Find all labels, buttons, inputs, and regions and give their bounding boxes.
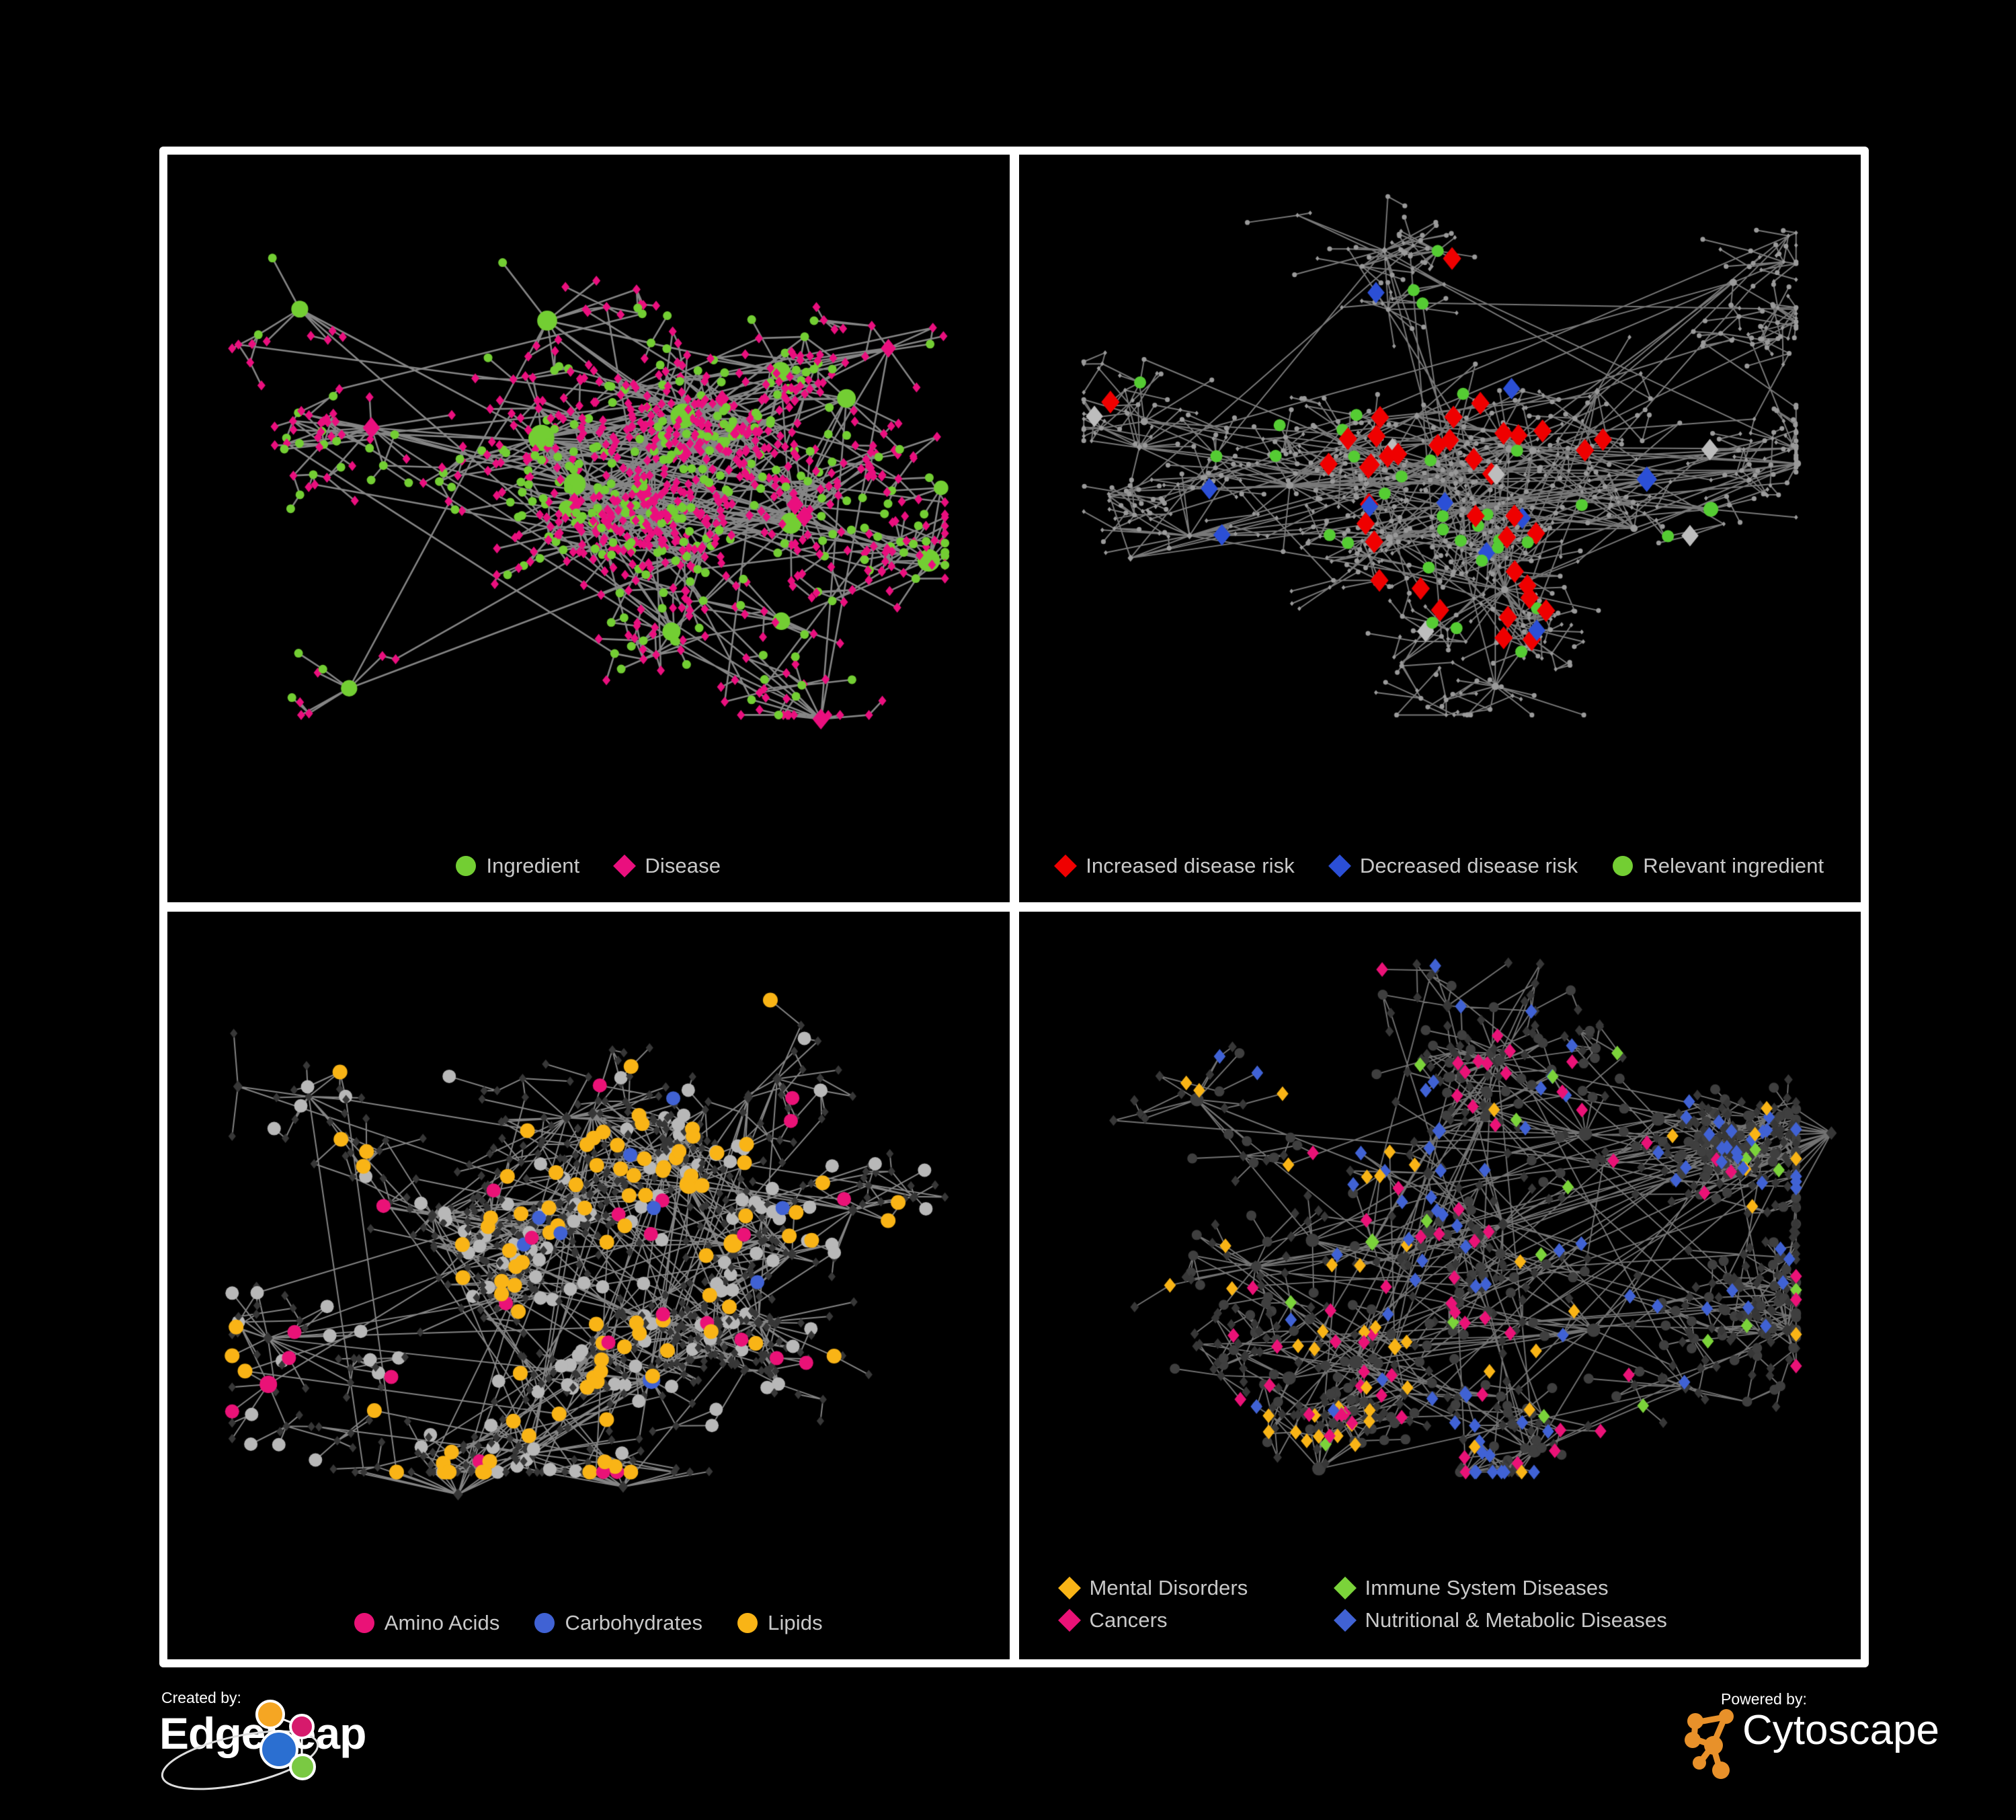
figure-frame: Ingredient Disease Increased disease ris…: [159, 147, 1869, 1667]
network-graph-canvas-1[interactable]: [167, 155, 1010, 902]
network-graph-canvas-3[interactable]: [167, 912, 1010, 1659]
created-by-label: Created by:: [161, 1689, 241, 1706]
panel-ingredient-disease-network[interactable]: Ingredient Disease: [167, 155, 1010, 902]
footer: Created by: EdgeLeap Powered by: Cytosca…: [0, 1667, 2016, 1820]
cytoscape-logo[interactable]: Powered by: Cytoscape: [1681, 1689, 1963, 1803]
edgeleap-wordmark: EdgeLeap: [159, 1708, 366, 1758]
network-graph-canvas-2[interactable]: [1018, 155, 1861, 902]
panel-disease-risk-network[interactable]: Increased disease risk Decreased disease…: [1018, 155, 1861, 902]
panel-ingredient-class-network[interactable]: Amino Acids Carbohydrates Lipids: [167, 912, 1010, 1659]
cytoscape-wordmark: Cytoscape: [1742, 1707, 1939, 1753]
edgeleap-logo[interactable]: Created by: EdgeLeap: [159, 1688, 509, 1809]
panel-disease-class-network[interactable]: Mental Disorders Immune System Diseases …: [1018, 912, 1861, 1659]
network-graph-canvas-4[interactable]: [1018, 912, 1861, 1659]
cytoscape-network-icon: [1685, 1709, 1734, 1779]
powered-by-label: Powered by:: [1721, 1690, 1807, 1708]
